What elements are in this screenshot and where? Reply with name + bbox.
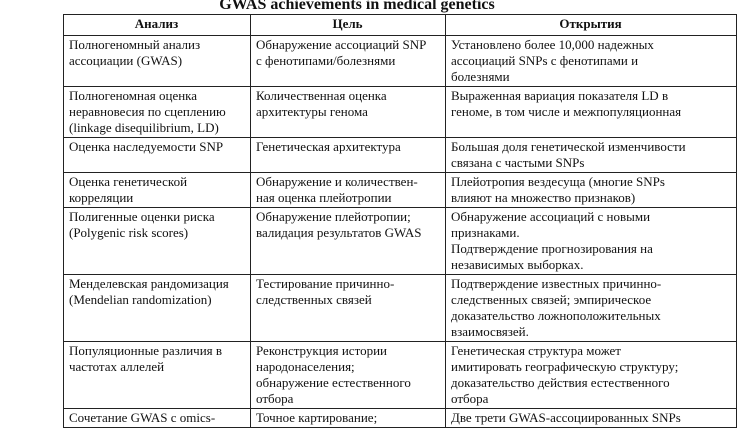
analysis-cell: Полногеномная оценка неравновесия по сце… bbox=[63, 86, 251, 138]
analysis-cell: Менделевская рандомизация (Mendelian ran… bbox=[63, 274, 251, 342]
goal-cell: Обнаружение плейотропии; валидация резул… bbox=[250, 207, 446, 275]
goal-cell: Генетическая архитектура bbox=[250, 137, 446, 173]
column-header-discoveries: Открытия bbox=[445, 14, 737, 36]
table-title: GWAS achievements in medical genetics bbox=[219, 0, 495, 13]
analysis-cell: Полигенные оценки риска (Polygenic risk … bbox=[63, 207, 251, 275]
analysis-cell: Оценка наследуемости SNP bbox=[63, 137, 251, 173]
table-row: Полногеномная оценка неравновесия по сце… bbox=[63, 86, 737, 138]
discoveries-cell: Большая доля генетической изменчивости с… bbox=[445, 137, 737, 173]
discoveries-cell: Установлено более 10,000 надежных ассоци… bbox=[445, 35, 737, 87]
column-header-analysis: Анализ bbox=[63, 14, 251, 36]
table-row: Полигенные оценки риска (Polygenic risk … bbox=[63, 207, 737, 275]
discoveries-cell: Плейотропия вездесуща (многие SNPs влияю… bbox=[445, 172, 737, 208]
analysis-cell: Оценка генетической корреляции bbox=[63, 172, 251, 208]
table-row: Полногеномный анализ ассоциации (GWAS) Об… bbox=[63, 35, 737, 87]
goal-cell: Количественная оценка архитектуры генома bbox=[250, 86, 446, 138]
header-row: Анализ Цель Открытия bbox=[63, 14, 737, 36]
goal-cell: Обнаружение ассоциаций SNP с фенотипами/… bbox=[250, 35, 446, 87]
goal-cell: Точное картирование; bbox=[250, 408, 446, 428]
table-row: Оценка наследуемости SNP Генетическая арх… bbox=[63, 137, 737, 173]
analysis-cell: Популяционные различия в частотах аллеле… bbox=[63, 341, 251, 409]
discoveries-cell: Подтверждение известных причинно- следст… bbox=[445, 274, 737, 342]
discoveries-cell: Генетическая структура может имитировать… bbox=[445, 341, 737, 409]
table-row: Популяционные различия в частотах аллеле… bbox=[63, 341, 737, 409]
table-row: Оценка генетической корреляции Обнаружени… bbox=[63, 172, 737, 208]
goal-cell: Реконструкция истории народонаселения; о… bbox=[250, 341, 446, 409]
goal-cell: Обнаружение и количествен- ная оценка пл… bbox=[250, 172, 446, 208]
discoveries-cell: Выраженная вариация показателя LD в гено… bbox=[445, 86, 737, 138]
goal-cell: Тестирование причинно- следственных связ… bbox=[250, 274, 446, 342]
column-header-goal: Цель bbox=[250, 14, 446, 36]
table-row: Менделевская рандомизация (Mendelian ran… bbox=[63, 274, 737, 342]
analysis-cell: Сочетание GWAS с omics- bbox=[63, 408, 251, 428]
table-row: Сочетание GWAS с omics- Точное картирован… bbox=[63, 408, 737, 428]
discoveries-cell: Обнаружение ассоциаций с новыми признака… bbox=[445, 207, 737, 275]
discoveries-cell: Две трети GWAS-ассоциированных SNPs bbox=[445, 408, 737, 428]
analysis-cell: Полногеномный анализ ассоциации (GWAS) bbox=[63, 35, 251, 87]
gwas-table: Анализ Цель Открытия Полногеномный анали… bbox=[63, 14, 737, 428]
